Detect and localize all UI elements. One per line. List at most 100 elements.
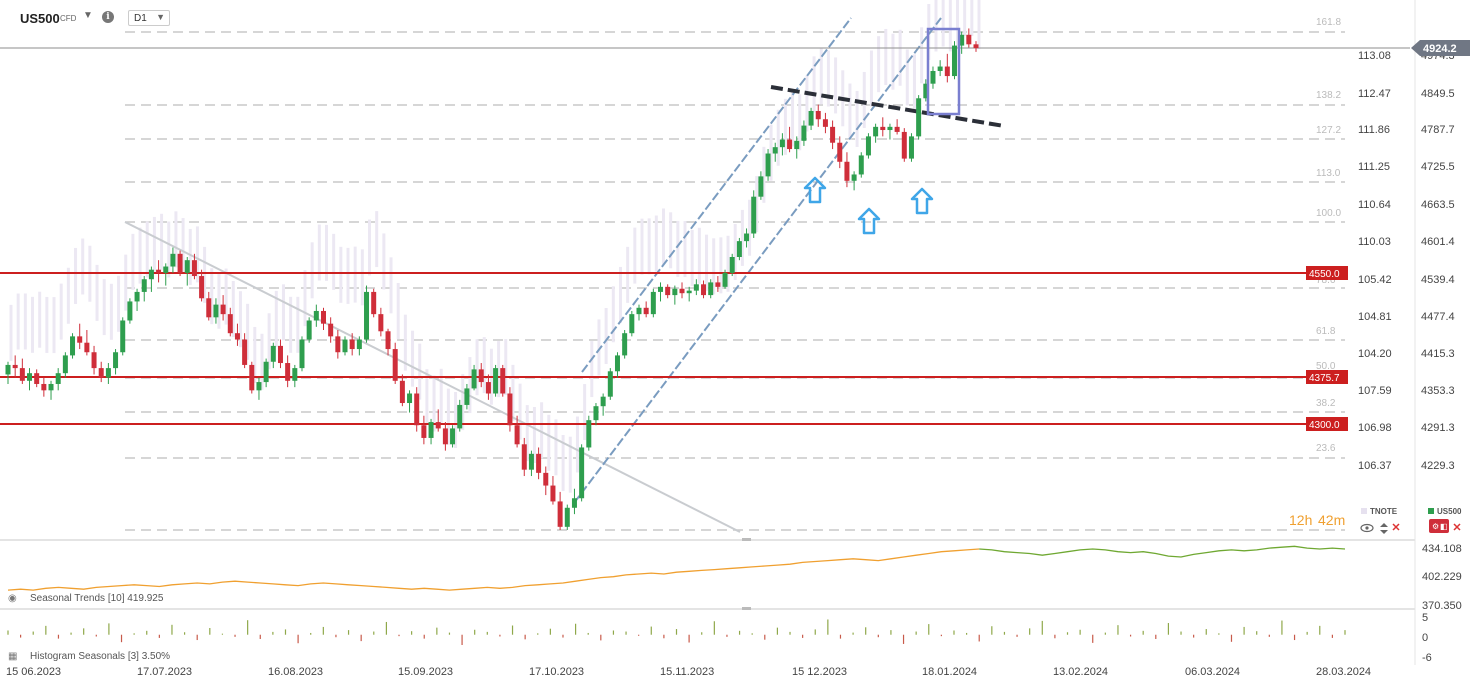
series-badge[interactable] xyxy=(1429,519,1449,533)
fibonacci-levels: 161.8 138.2 127.2 113.0 100.0 78.6 61.8 50.0 38.… xyxy=(125,17,1345,531)
price-axis: 4974.34849.54787.74725.54663.54601.44539… xyxy=(1421,50,1455,472)
eye-icon[interactable] xyxy=(1360,523,1374,533)
candle-body xyxy=(141,279,147,292)
candle-body xyxy=(249,364,255,391)
candle-body xyxy=(471,369,477,389)
candle-body xyxy=(901,131,907,159)
seasonal-tick: 434.108 xyxy=(1422,543,1462,555)
candle-body xyxy=(148,269,154,280)
price-tick: 4415.3 xyxy=(1421,348,1455,360)
candle-body xyxy=(579,447,585,499)
up-arrow-icon xyxy=(803,176,827,204)
candle-body xyxy=(959,34,965,46)
chevron-down-icon[interactable]: ▼ xyxy=(83,10,93,21)
candle-body xyxy=(335,336,341,353)
candle-body xyxy=(722,272,728,287)
candle-body xyxy=(478,369,484,383)
last-price-badge: 4924.2 xyxy=(1411,40,1470,56)
candle-body xyxy=(220,304,226,315)
symbol-name[interactable]: US500 xyxy=(20,11,60,26)
candle-body xyxy=(120,320,126,353)
trend-line-future xyxy=(979,545,1346,558)
seasonal-axis: 434.108 402.229 370.350 xyxy=(1422,543,1462,612)
channel-upper-line[interactable] xyxy=(581,17,852,373)
countdown-minutes: 42m xyxy=(1318,512,1345,528)
candle-body xyxy=(894,126,900,132)
date-tick: 15.11.2023 xyxy=(660,666,714,678)
panel-resize-handle[interactable] xyxy=(742,538,751,541)
close-icon[interactable] xyxy=(1392,523,1400,531)
date-tick: 13.02.2024 xyxy=(1053,666,1108,678)
candle-body xyxy=(708,282,714,296)
candle-body xyxy=(571,498,577,508)
candle-body xyxy=(84,342,90,353)
candle-body xyxy=(356,339,362,350)
fib-label: 50.0 xyxy=(1316,361,1336,372)
candle-body xyxy=(485,382,491,394)
candle-body xyxy=(758,176,764,197)
secondary-tick: 110.03 xyxy=(1358,236,1391,248)
candle-body xyxy=(184,260,190,273)
price-tick: 4353.3 xyxy=(1421,385,1455,397)
secondary-tick: 106.98 xyxy=(1358,422,1392,434)
up-arrow-icon xyxy=(910,187,934,215)
candle-body xyxy=(414,393,420,426)
channel-lower-line[interactable] xyxy=(573,17,942,504)
timeframe-select[interactable]: D1 ▼ xyxy=(128,10,170,26)
level-label: 4300.0 xyxy=(1309,420,1340,431)
price-tick: 4601.4 xyxy=(1421,236,1455,248)
candle-body xyxy=(858,155,864,175)
fib-label: 113.0 xyxy=(1316,168,1341,179)
candle-body xyxy=(399,380,405,404)
candle-body xyxy=(113,352,119,369)
candle-body xyxy=(815,110,821,120)
candle-body xyxy=(320,310,326,324)
secondary-tick: 113.08 xyxy=(1358,50,1391,62)
info-icon[interactable]: i xyxy=(102,11,114,23)
price-tick: 4291.3 xyxy=(1421,422,1455,434)
candle-body xyxy=(643,307,649,315)
resistance-dashed-line[interactable] xyxy=(770,85,1005,128)
close-icon[interactable] xyxy=(1453,523,1461,531)
candle-body xyxy=(679,288,685,294)
candle-body xyxy=(765,153,771,177)
fib-label: 161.8 xyxy=(1316,17,1341,28)
candle-body xyxy=(98,368,104,378)
candle-body xyxy=(830,126,836,143)
candle-body xyxy=(787,139,793,150)
secondary-tick: 111.25 xyxy=(1358,161,1390,173)
seasonal-tick: 370.350 xyxy=(1422,600,1462,612)
candle-body xyxy=(328,323,334,337)
secondary-tick: 107.59 xyxy=(1358,385,1392,397)
candle-body xyxy=(930,70,936,84)
candle-body xyxy=(873,126,879,137)
candle-body xyxy=(837,142,843,162)
up-arrow-icon xyxy=(857,207,881,235)
date-tick: 18.01.2024 xyxy=(922,666,977,678)
secondary-tick: 104.20 xyxy=(1358,348,1392,360)
reorder-icon[interactable] xyxy=(1380,523,1388,534)
panel-resize-handle[interactable] xyxy=(742,607,751,610)
candle-body xyxy=(435,422,441,429)
histogram-tick: 5 xyxy=(1422,612,1428,624)
candle-body xyxy=(457,404,463,429)
candle-body xyxy=(134,291,140,302)
candle-body xyxy=(234,333,240,340)
us500-swatch xyxy=(1428,508,1434,514)
candle-body xyxy=(177,253,183,273)
candle-body xyxy=(593,406,599,421)
histogram-axis: 5 0 -6 xyxy=(1422,612,1432,664)
candle-body xyxy=(751,196,757,234)
candle-body xyxy=(665,286,671,296)
highlight-box[interactable] xyxy=(926,27,961,116)
candle-body xyxy=(808,110,814,126)
candle-body xyxy=(851,174,857,181)
histogram-label: Histogram Seasonals [3] 3.50% xyxy=(30,651,170,662)
candle-body xyxy=(686,290,692,294)
secondary-tick: 104.81 xyxy=(1358,311,1392,323)
candle-body xyxy=(779,139,785,148)
candle-body xyxy=(801,125,807,141)
candle-body xyxy=(844,161,850,181)
seasonal-trend-line xyxy=(7,545,1346,591)
